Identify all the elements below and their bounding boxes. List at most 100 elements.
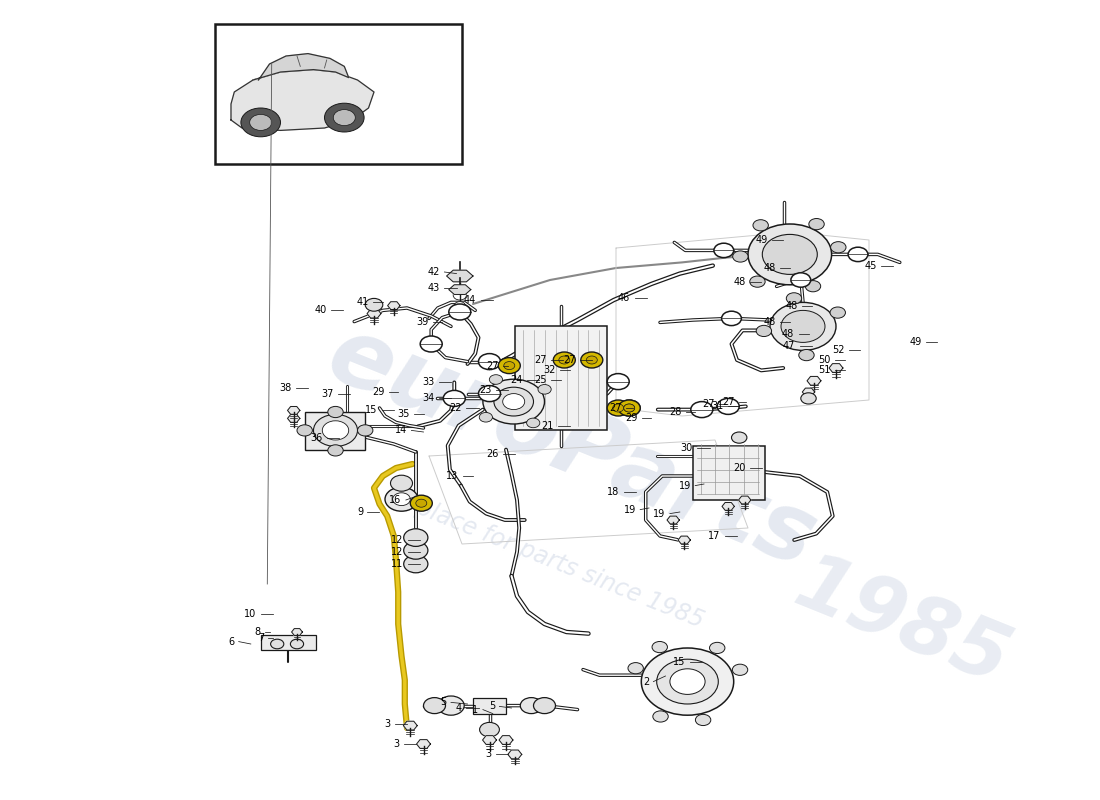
Polygon shape xyxy=(417,740,430,748)
Bar xyxy=(305,412,365,450)
Circle shape xyxy=(420,336,442,352)
Text: 33: 33 xyxy=(422,378,435,387)
Circle shape xyxy=(750,276,766,287)
Circle shape xyxy=(290,639,304,649)
Text: 27: 27 xyxy=(535,355,547,365)
Circle shape xyxy=(365,298,383,311)
Circle shape xyxy=(538,385,551,394)
Circle shape xyxy=(733,664,748,675)
Circle shape xyxy=(480,413,493,422)
Text: 48: 48 xyxy=(782,330,794,339)
Circle shape xyxy=(786,293,802,304)
Polygon shape xyxy=(231,70,374,130)
Circle shape xyxy=(717,398,739,414)
Circle shape xyxy=(503,394,525,410)
Circle shape xyxy=(424,698,446,714)
Text: 48: 48 xyxy=(785,301,798,310)
Circle shape xyxy=(358,425,373,436)
Circle shape xyxy=(756,326,771,337)
Circle shape xyxy=(559,356,570,364)
Text: 32: 32 xyxy=(543,365,556,374)
Circle shape xyxy=(328,406,343,418)
Text: 28: 28 xyxy=(670,407,682,417)
Circle shape xyxy=(628,662,643,674)
Polygon shape xyxy=(292,629,302,635)
Text: 3: 3 xyxy=(485,750,492,759)
Text: 37: 37 xyxy=(321,389,333,398)
Text: 19: 19 xyxy=(679,481,691,490)
Text: 13: 13 xyxy=(447,471,459,481)
Circle shape xyxy=(250,114,272,130)
Text: 5: 5 xyxy=(488,702,495,711)
Text: 52: 52 xyxy=(833,346,845,355)
Circle shape xyxy=(553,352,575,368)
Circle shape xyxy=(328,445,343,456)
Polygon shape xyxy=(829,364,843,372)
Circle shape xyxy=(410,495,432,511)
Circle shape xyxy=(618,400,640,416)
Text: 41: 41 xyxy=(356,298,369,307)
Circle shape xyxy=(480,722,499,737)
Polygon shape xyxy=(508,750,521,758)
Text: 36: 36 xyxy=(310,434,322,443)
Circle shape xyxy=(498,358,520,374)
Text: 21: 21 xyxy=(541,421,553,430)
Circle shape xyxy=(770,302,836,350)
Bar xyxy=(473,698,506,714)
Circle shape xyxy=(830,307,846,318)
Circle shape xyxy=(404,542,428,559)
Text: 1: 1 xyxy=(472,705,478,714)
Text: 25: 25 xyxy=(535,375,547,385)
Text: 16: 16 xyxy=(389,495,402,505)
Text: 19: 19 xyxy=(624,505,636,514)
Text: 27: 27 xyxy=(609,403,622,413)
Circle shape xyxy=(607,400,629,416)
Circle shape xyxy=(670,669,705,694)
Polygon shape xyxy=(387,302,400,310)
Circle shape xyxy=(714,243,734,258)
Circle shape xyxy=(490,374,503,384)
Circle shape xyxy=(478,354,500,370)
Text: 1985: 1985 xyxy=(783,546,1021,702)
Text: 49: 49 xyxy=(756,235,768,245)
Circle shape xyxy=(641,648,734,715)
Text: 22: 22 xyxy=(450,403,462,413)
Text: 48: 48 xyxy=(763,317,776,326)
Text: 31: 31 xyxy=(712,401,724,410)
Bar xyxy=(693,446,764,500)
Circle shape xyxy=(322,421,349,440)
Circle shape xyxy=(722,311,741,326)
Text: 4: 4 xyxy=(455,703,462,713)
Polygon shape xyxy=(367,310,381,318)
Circle shape xyxy=(314,414,358,446)
Polygon shape xyxy=(447,270,473,282)
Circle shape xyxy=(483,379,544,424)
Text: 23: 23 xyxy=(480,385,492,394)
Text: 9: 9 xyxy=(356,507,363,517)
Text: 30: 30 xyxy=(681,443,693,453)
Text: 15: 15 xyxy=(673,658,685,667)
Circle shape xyxy=(586,356,597,364)
Text: 35: 35 xyxy=(397,410,409,419)
Text: 8: 8 xyxy=(254,627,261,637)
Circle shape xyxy=(453,290,466,300)
Text: 19: 19 xyxy=(653,509,666,518)
Polygon shape xyxy=(738,496,751,504)
Text: 10: 10 xyxy=(244,609,256,618)
Text: 27: 27 xyxy=(563,355,575,365)
Polygon shape xyxy=(499,736,513,744)
Text: 51: 51 xyxy=(818,365,830,374)
Bar xyxy=(261,635,316,650)
Text: 7: 7 xyxy=(257,634,264,643)
Text: 5: 5 xyxy=(440,698,447,707)
Polygon shape xyxy=(802,388,815,396)
Circle shape xyxy=(581,352,603,368)
Text: 12: 12 xyxy=(392,535,404,545)
Polygon shape xyxy=(449,285,471,294)
Circle shape xyxy=(732,432,747,443)
Text: 27: 27 xyxy=(703,399,715,409)
Circle shape xyxy=(618,400,640,416)
Text: 48: 48 xyxy=(763,263,776,273)
Text: a place for parts since 1985: a place for parts since 1985 xyxy=(393,487,707,633)
Polygon shape xyxy=(722,502,735,510)
